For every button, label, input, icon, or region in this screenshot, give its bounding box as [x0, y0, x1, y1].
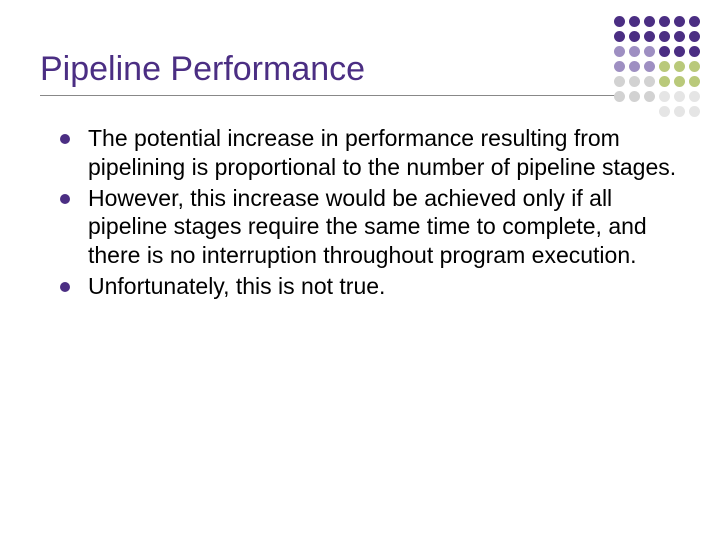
decor-dot: [689, 61, 700, 72]
decor-dot: [644, 31, 655, 42]
decor-dot: [659, 61, 670, 72]
decor-dot: [689, 16, 700, 27]
decor-dot: [674, 91, 685, 102]
decor-dot: [674, 76, 685, 87]
decor-dot: [674, 106, 685, 117]
decor-dot: [614, 31, 625, 42]
decor-dot: [689, 91, 700, 102]
decor-dot: [659, 106, 670, 117]
decor-dot: [644, 16, 655, 27]
decor-dot: [629, 46, 640, 57]
decor-dot: [659, 31, 670, 42]
decor-dot: [614, 46, 625, 57]
bullet-text: However, this increase would be achieved…: [88, 185, 647, 269]
decor-dot: [644, 76, 655, 87]
slide: Pipeline Performance The potential incre…: [0, 0, 720, 540]
decor-dot: [644, 61, 655, 72]
decor-dot: [629, 16, 640, 27]
slide-title: Pipeline Performance: [40, 50, 680, 89]
bullet-item: However, this increase would be achieved…: [60, 184, 680, 270]
title-underline: [40, 95, 615, 96]
bullet-item: Unfortunately, this is not true.: [60, 272, 680, 301]
bullet-dot-icon: [60, 194, 70, 204]
decor-dot: [629, 31, 640, 42]
decor-dot: [674, 46, 685, 57]
bullet-dot-icon: [60, 282, 70, 292]
bullet-dot-icon: [60, 134, 70, 144]
decor-dot: [614, 16, 625, 27]
decor-dot: [659, 16, 670, 27]
decor-dot: [689, 76, 700, 87]
decor-dot: [644, 46, 655, 57]
decor-dot: [689, 46, 700, 57]
decor-dot: [629, 61, 640, 72]
decor-dot: [614, 91, 625, 102]
decor-dot: [614, 61, 625, 72]
decor-dot: [689, 31, 700, 42]
decor-dot: [644, 91, 655, 102]
decor-dot: [674, 31, 685, 42]
bullet-list: The potential increase in performance re…: [40, 124, 680, 301]
decor-dot: [629, 76, 640, 87]
decor-dot: [674, 61, 685, 72]
decor-dot: [659, 46, 670, 57]
bullet-text: The potential increase in performance re…: [88, 125, 676, 180]
decor-dot: [689, 106, 700, 117]
decor-dot: [629, 91, 640, 102]
bullet-item: The potential increase in performance re…: [60, 124, 680, 182]
decor-dot: [659, 76, 670, 87]
corner-dot-decor: [614, 16, 702, 119]
bullet-text: Unfortunately, this is not true.: [88, 273, 385, 299]
decor-dot: [674, 16, 685, 27]
decor-dot: [659, 91, 670, 102]
decor-dot: [614, 76, 625, 87]
